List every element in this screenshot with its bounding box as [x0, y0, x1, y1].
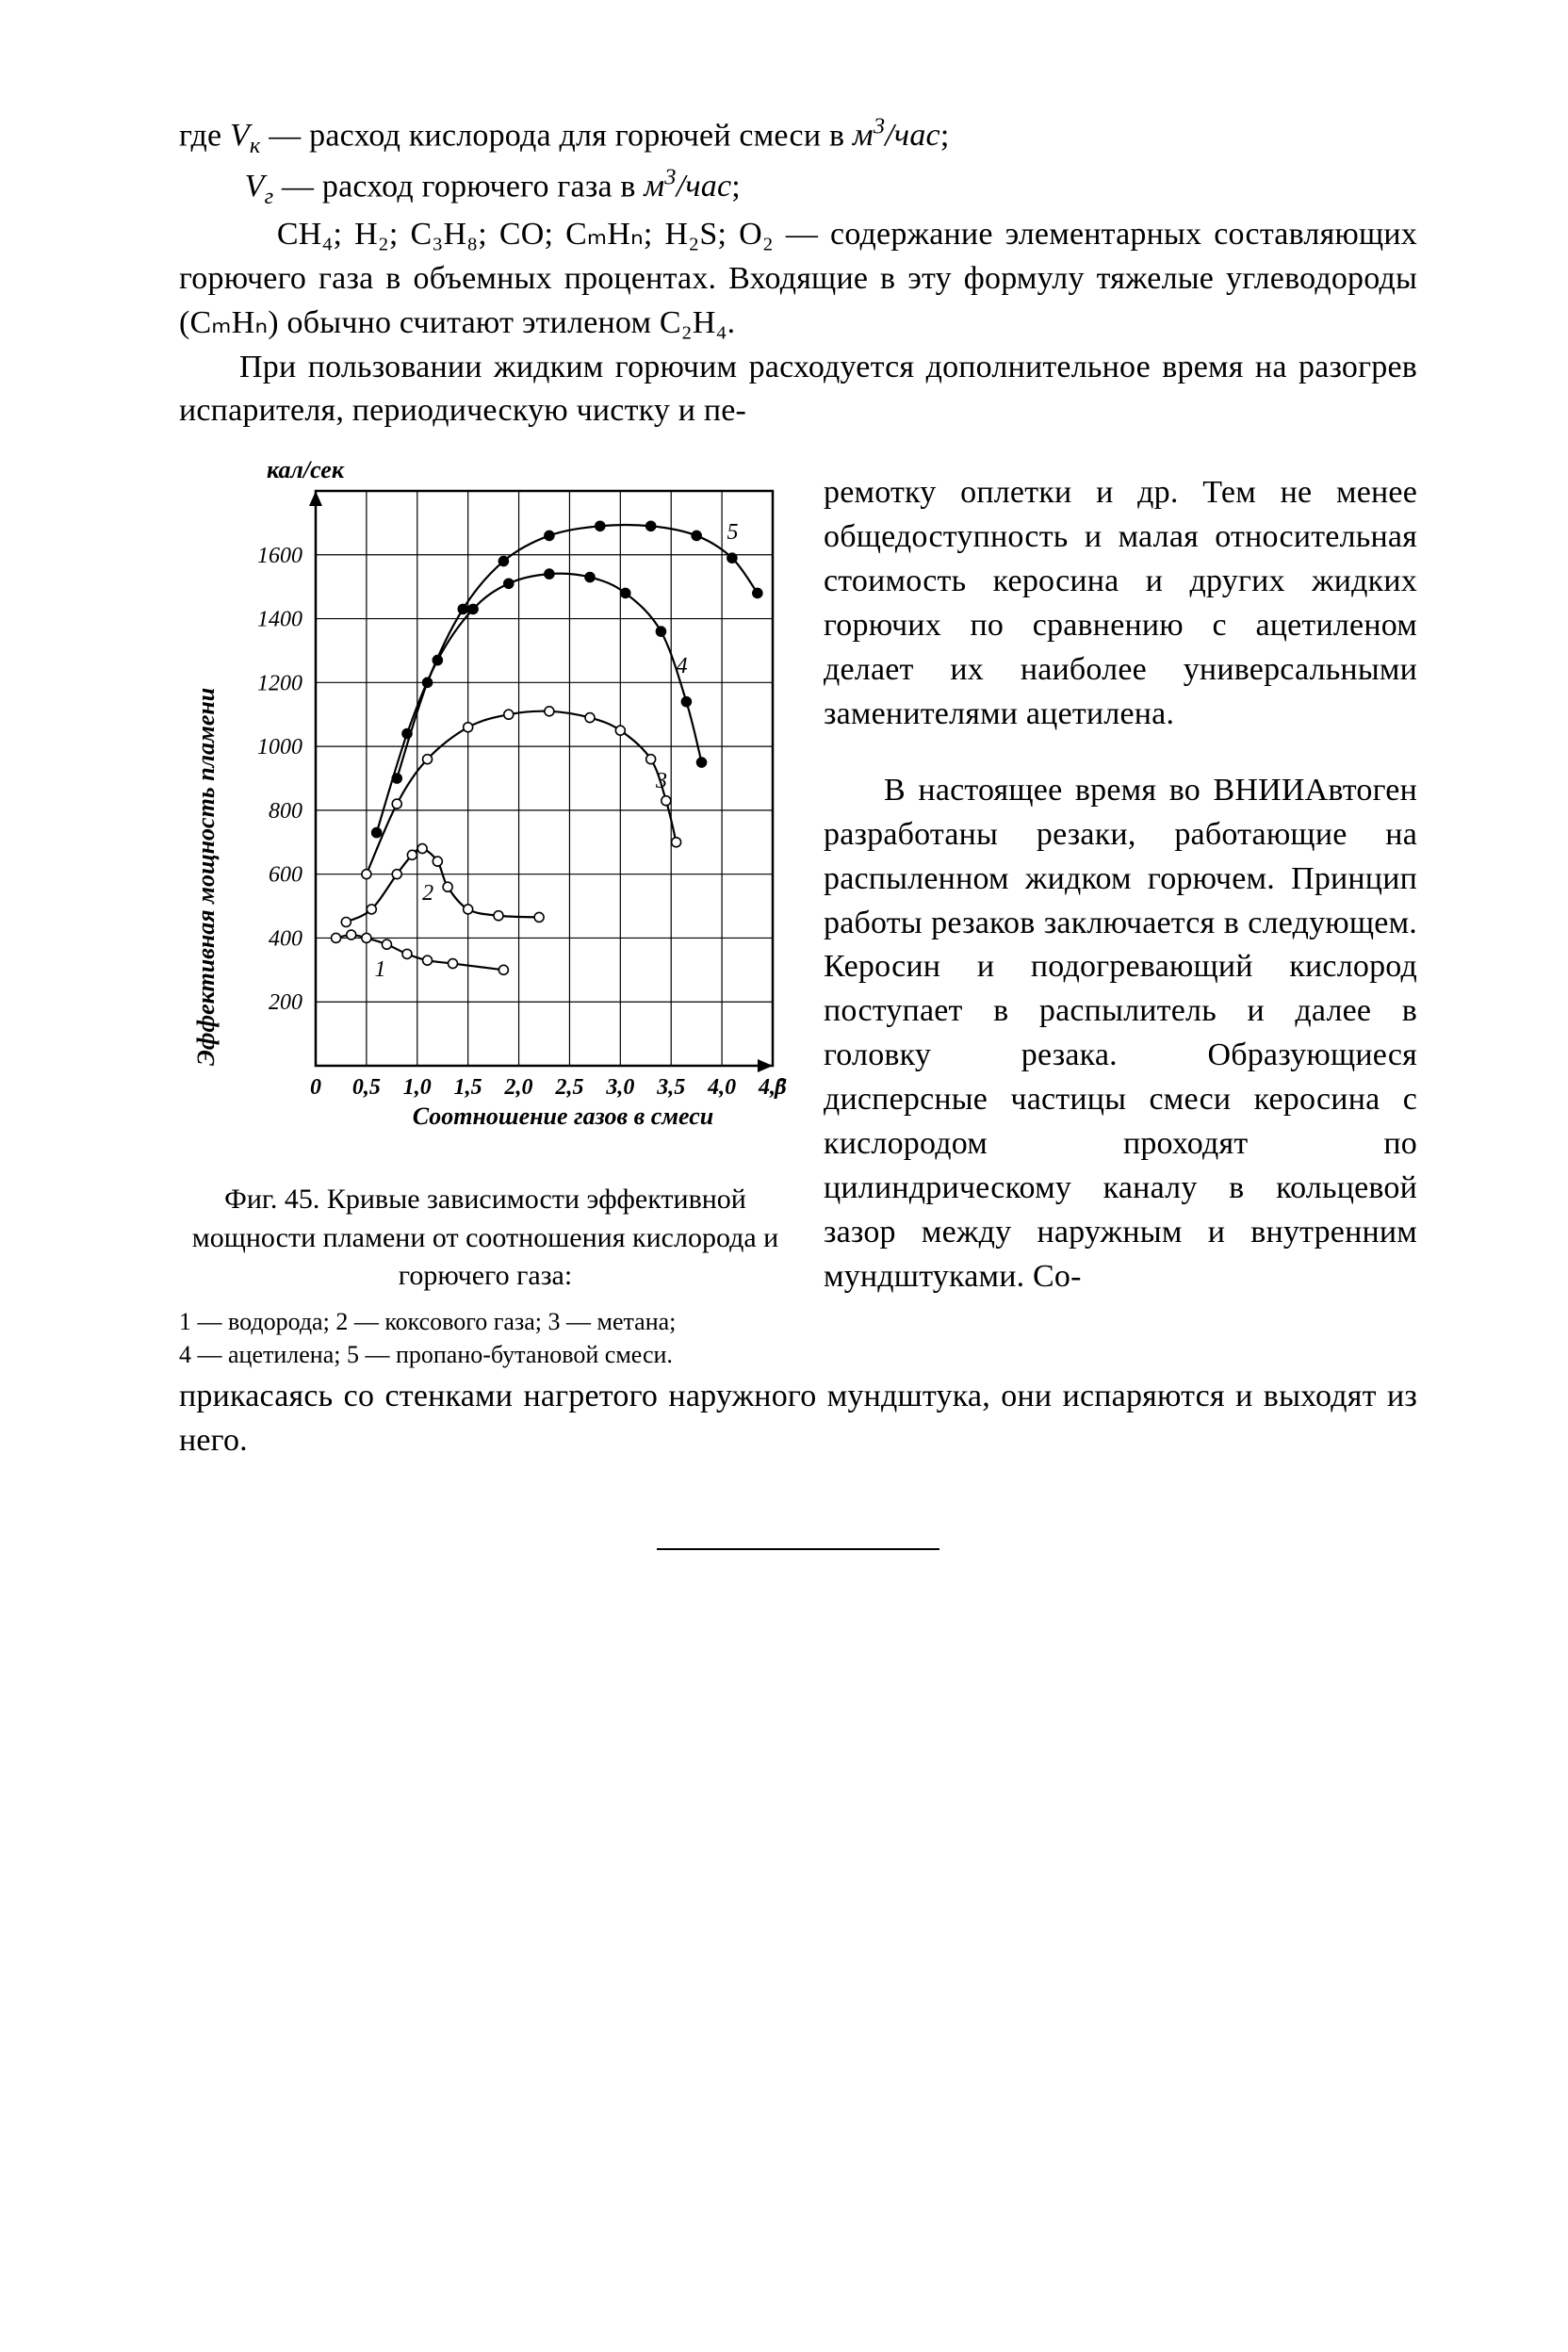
- svg-text:4: 4: [677, 655, 688, 679]
- line-vg: Vг — расход горючего газа в м3/час;: [179, 162, 1417, 213]
- svg-text:1,5: 1,5: [454, 1075, 482, 1100]
- right-para-1: ремотку оплетки и др. Тем не менее общед…: [824, 471, 1417, 736]
- svg-text:5: 5: [727, 520, 739, 545]
- svg-text:4,0: 4,0: [707, 1075, 736, 1100]
- figure-caption: Фиг. 45. Кривые зависимости эффективной …: [179, 1181, 792, 1296]
- svg-text:3,5: 3,5: [656, 1075, 685, 1100]
- svg-text:1000: 1000: [257, 735, 302, 760]
- chart-svg: 200 400 600 800 1000 1200 1400 1600 кал/сек Эффек…: [179, 439, 792, 1155]
- intro-paragraphs: где Vк — расход кислорода для горючей см…: [179, 111, 1417, 433]
- svg-text:2,0: 2,0: [504, 1075, 533, 1100]
- right-column-text: ремотку оплетки и др. Тем не менее общед…: [824, 439, 1417, 1371]
- svg-text:1200: 1200: [257, 672, 302, 696]
- svg-text:200: 200: [269, 991, 302, 1016]
- svg-text:1600: 1600: [257, 544, 302, 568]
- svg-text:1400: 1400: [257, 608, 302, 632]
- svg-text:0,5: 0,5: [352, 1075, 381, 1100]
- line-composition: CH₄; H₂; C₃H₈; CO; CₘHₙ; H₂S; O₂ — содер…: [179, 213, 1417, 346]
- svg-text:Эффективная мощность пламени: Эффективная мощность пламени: [192, 688, 220, 1066]
- svg-text:400: 400: [269, 927, 302, 952]
- svg-text:1,0: 1,0: [403, 1075, 432, 1100]
- svg-text:2: 2: [422, 881, 433, 906]
- line-vk: где Vк — расход кислорода для горючей см…: [179, 111, 1417, 162]
- tail-paragraph: прикасаясь со стенками нагретого наружно…: [179, 1375, 1417, 1463]
- svg-text:3: 3: [655, 770, 667, 794]
- figure-legend: 1 — водорода; 2 — коксового газа; 3 — ме…: [179, 1305, 792, 1371]
- svg-text:кал/сек: кал/сек: [267, 456, 345, 483]
- svg-text:β: β: [774, 1075, 787, 1100]
- para-liquid-fuel: При пользовании жидким горючим расходует…: [179, 346, 1417, 434]
- svg-text:800: 800: [269, 799, 302, 824]
- svg-text:Соотношение газов в смеси: Соотношение газов в смеси: [413, 1102, 714, 1130]
- right-para-2: В настоящее время во ВНИИАвтоген разрабо…: [824, 769, 1417, 1299]
- svg-text:3,0: 3,0: [605, 1075, 634, 1100]
- svg-text:600: 600: [269, 863, 302, 888]
- svg-text:1: 1: [375, 957, 386, 982]
- svg-text:0: 0: [310, 1075, 321, 1100]
- section-rule: [657, 1548, 939, 1550]
- svg-text:2,5: 2,5: [554, 1075, 583, 1100]
- figure-45: 200 400 600 800 1000 1200 1400 1600 кал/сек Эффек…: [179, 439, 792, 1371]
